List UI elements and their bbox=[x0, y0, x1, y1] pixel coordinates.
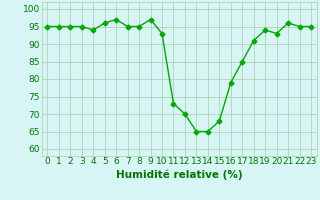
X-axis label: Humidité relative (%): Humidité relative (%) bbox=[116, 169, 243, 180]
